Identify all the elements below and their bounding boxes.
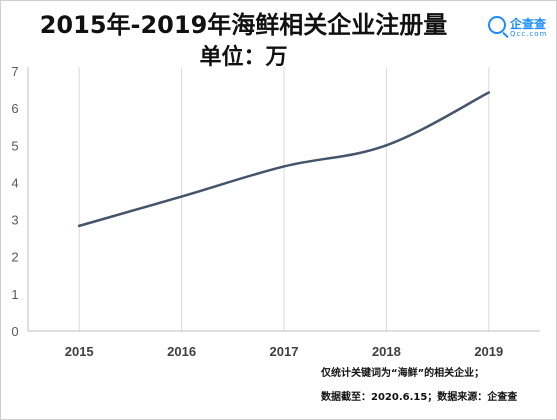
data-point [487,91,490,94]
magnifier-icon [488,16,506,34]
x-tick-label: 2018 [372,344,401,359]
data-point [385,144,388,147]
x-tick-label: 2017 [270,344,299,359]
y-tick-label: 3 [11,213,18,228]
y-tick-label: 5 [11,138,18,153]
chart-title: 2015年-2019年海鲜相关企业注册量 [39,11,448,39]
footnote-source: 数据截至：2020.6.15；数据来源：企查查 [321,392,518,403]
x-tick-label: 2019 [474,344,503,359]
data-point [282,165,286,168]
x-tick-label: 2016 [167,344,196,359]
y-tick-label: 4 [11,175,18,190]
brand-name: 企查查 [510,17,547,31]
y-tick-label: 2 [11,250,18,265]
y-tick-label: 6 [11,101,18,116]
chart-subtitle: 单位：万 [199,45,288,70]
data-point [78,224,81,228]
footnote-scope: 仅统计关键词为“海鲜”的相关企业； [321,368,485,379]
brand-logo: 企查查 Qcc.com [488,13,550,43]
y-tick-label: 1 [11,287,18,302]
brand-domain: Qcc.com [510,30,548,38]
x-tick-label: 2015 [65,344,94,359]
y-tick-label: 7 [11,64,18,79]
data-point [180,195,183,198]
y-tick-label: 0 [11,324,18,339]
